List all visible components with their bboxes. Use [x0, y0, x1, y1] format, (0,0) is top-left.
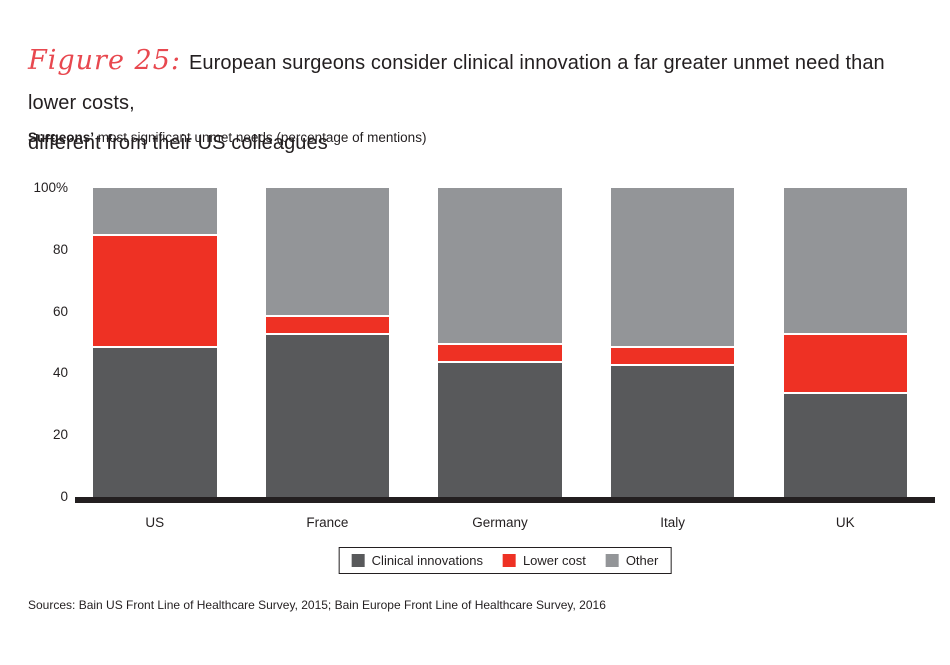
figure-title-line1: European surgeons consider clinical inno… — [28, 52, 885, 114]
chart-subtitle-lead: Surgeons’ — [28, 130, 95, 145]
segment-clinical-innovations — [265, 333, 390, 497]
y-tick-label: 40 — [52, 365, 68, 381]
plot-area: US France Germany Italy UK — [75, 188, 935, 530]
y-tick-label: 100% — [33, 180, 68, 195]
y-tick-label: 80 — [52, 241, 68, 257]
figure-title: Figure 25: European surgeons consider cli… — [28, 42, 930, 162]
bar-us — [93, 188, 217, 497]
sources-note: Sources: Bain US Front Line of Healthcar… — [28, 598, 606, 612]
segment-lower-cost — [783, 333, 907, 392]
legend-item-clinical-innovations: Clinical innovations — [351, 553, 483, 568]
x-axis-baseline — [75, 497, 935, 503]
segment-other — [610, 188, 735, 346]
segment-clinical-innovations — [783, 391, 907, 497]
legend-swatch-icon — [605, 554, 619, 567]
chart-legend: Clinical innovations Lower cost Other — [338, 547, 672, 574]
legend-label: Clinical innovations — [371, 553, 483, 568]
bar-germany — [438, 188, 562, 497]
legend-label: Lower cost — [522, 553, 586, 568]
figure-title-line2: different from their US colleagues — [28, 132, 328, 154]
y-tick-label: 0 — [60, 489, 68, 504]
y-tick-label: 60 — [52, 303, 68, 319]
segment-lower-cost — [438, 342, 562, 362]
chart-subtitle: Surgeons’ most significant unmet needs (… — [28, 130, 426, 145]
y-tick-label: 20 — [52, 427, 68, 443]
x-label-italy: Italy — [660, 515, 685, 530]
bar-france — [265, 188, 390, 497]
segment-other — [438, 188, 562, 343]
segment-lower-cost — [610, 345, 735, 365]
x-label-us: US — [145, 515, 165, 530]
segment-lower-cost — [265, 314, 390, 334]
chart-subtitle-rest: most significant unmet needs (percentage… — [94, 130, 427, 145]
legend-swatch-icon — [351, 554, 365, 567]
x-label-france: France — [306, 515, 349, 530]
segment-other — [93, 188, 217, 235]
segment-clinical-innovations — [438, 361, 562, 497]
bar-uk — [783, 188, 907, 497]
x-label-uk: UK — [835, 515, 855, 530]
figure-number-label: Figure 25: — [28, 45, 181, 76]
legend-item-other: Other — [605, 553, 659, 568]
segment-other — [265, 188, 390, 315]
legend-label: Other — [625, 553, 659, 568]
legend-swatch-icon — [502, 554, 516, 567]
x-label-germany: Germany — [472, 515, 528, 530]
y-axis: 100% 80 60 40 20 0 — [20, 180, 68, 504]
segment-clinical-innovations — [610, 364, 735, 497]
segment-clinical-innovations — [93, 345, 217, 497]
bar-italy — [610, 188, 735, 497]
legend-item-lower-cost: Lower cost — [502, 553, 586, 568]
segment-lower-cost — [93, 234, 217, 346]
segment-other — [783, 188, 907, 334]
